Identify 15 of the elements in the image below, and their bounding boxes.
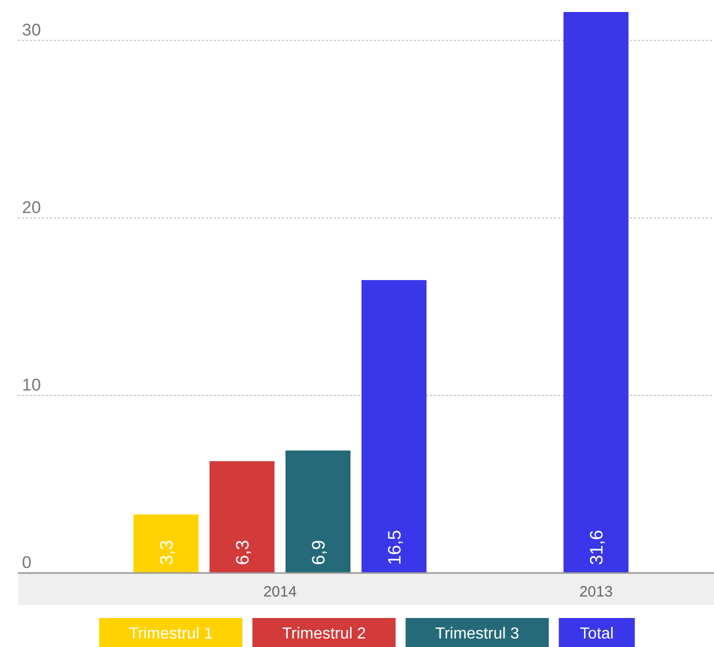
data-label: 31,6 bbox=[586, 530, 606, 565]
data-label: 3,3 bbox=[156, 540, 176, 565]
text: Total bbox=[580, 626, 614, 643]
x-tick-label: 2014 bbox=[263, 583, 297, 600]
data-label: 6,9 bbox=[308, 540, 328, 565]
text: Trimestrul 3 bbox=[435, 626, 520, 643]
y-tick-label: 0 bbox=[22, 552, 32, 572]
text: Trimestrul 2 bbox=[282, 626, 366, 643]
y-tick-label: 10 bbox=[22, 375, 41, 394]
text: Trimestrul 1 bbox=[128, 626, 213, 643]
y-tick-label: 30 bbox=[22, 20, 41, 40]
data-label: 6,3 bbox=[232, 540, 252, 565]
x-tick-label: 2013 bbox=[579, 583, 613, 600]
y-tick-label: 20 bbox=[22, 198, 41, 217]
data-label: 16,5 bbox=[384, 530, 404, 565]
